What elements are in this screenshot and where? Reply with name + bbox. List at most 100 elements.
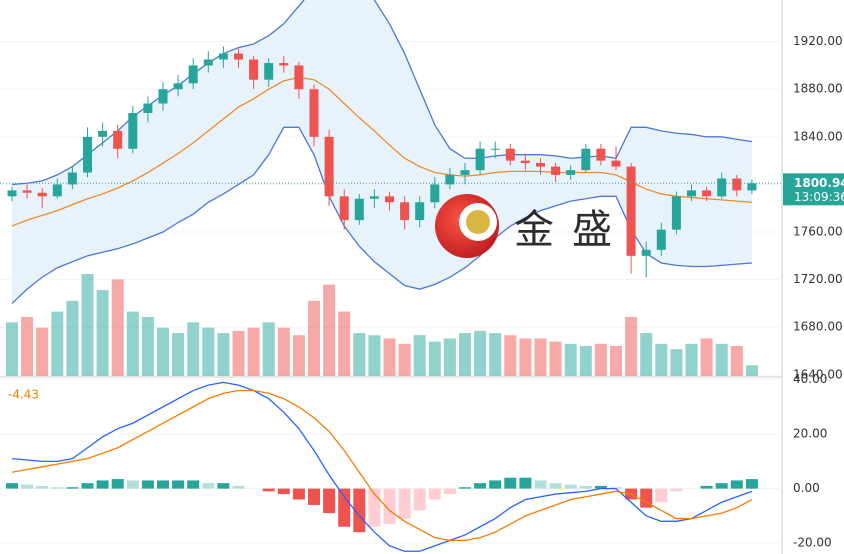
volume-bar [353, 333, 366, 376]
macd-histogram-bar [504, 477, 517, 489]
macd-histogram-bar [715, 483, 728, 489]
volume-bar [217, 333, 230, 376]
candle-body [128, 113, 138, 149]
macd-histogram-bar [353, 488, 366, 533]
volume-bar [519, 338, 532, 376]
volume-bar [715, 343, 728, 376]
macd-histogram-bar [443, 488, 456, 495]
volume-bar [745, 365, 758, 376]
candle-body [490, 148, 500, 150]
volume-bar [685, 343, 698, 376]
candle-body [52, 184, 62, 197]
volume-bar [172, 333, 185, 376]
candle-body [475, 148, 485, 171]
candle-body [37, 192, 47, 197]
candle-body [687, 190, 696, 197]
candle-body [732, 178, 742, 191]
macd-value: -4.43 [8, 388, 39, 402]
y-tick-label: 1880.00 [793, 82, 843, 96]
y-tick-label: 1920.00 [793, 34, 843, 48]
macd-histogram-bar [172, 480, 185, 489]
candle-body [460, 170, 470, 175]
volume-bar [232, 330, 245, 376]
volume-bar [36, 327, 49, 376]
volume-bar [277, 327, 290, 376]
macd-histogram-bar [489, 480, 502, 489]
candle-body [551, 166, 561, 175]
volume-bar [111, 279, 124, 376]
volume-bar [610, 345, 622, 376]
macd-histogram-bar [36, 485, 49, 489]
macd-histogram-bar [277, 488, 290, 495]
last-price: 1800.94 [794, 176, 844, 190]
macd-histogram-bar [579, 485, 592, 489]
macd-histogram-bar [96, 480, 109, 489]
macd-histogram-bar [21, 484, 34, 489]
volume-bar [474, 330, 487, 376]
macd-histogram-bar [51, 487, 64, 489]
candle-body [324, 136, 334, 197]
macd-histogram-bar [157, 480, 169, 489]
candle-body [143, 103, 153, 114]
macd-histogram-bar [323, 488, 336, 514]
candle-body [188, 65, 198, 84]
macd-histogram-bar [413, 488, 426, 511]
candle-body [249, 59, 259, 80]
y-tick-label: -20.00 [793, 536, 832, 550]
volume-bar [247, 327, 260, 376]
candle-body [294, 65, 304, 90]
volume-bar [670, 349, 683, 376]
candle-body [430, 184, 440, 203]
candle-body [264, 63, 274, 80]
candle-body [415, 202, 425, 221]
volume-bar [579, 345, 592, 376]
candle-body [354, 198, 364, 221]
volume-bar [564, 343, 577, 376]
candle-body [702, 190, 712, 197]
macd-histogram-bar [655, 488, 668, 503]
macd-histogram-bar [640, 488, 653, 508]
candle-body [671, 196, 681, 230]
candle-body [83, 136, 92, 173]
volume-bar [549, 341, 562, 376]
volume-bar [157, 327, 169, 376]
candle-body [641, 249, 651, 256]
band-fill [12, 0, 752, 304]
macd-histogram-bar [610, 487, 622, 489]
candle-body [158, 89, 168, 104]
macd-histogram-bar [308, 488, 320, 505]
volume-bar [655, 343, 668, 376]
y-tick-label: 1720.00 [793, 272, 843, 286]
macd-histogram-bar [292, 488, 305, 500]
volume-bar [323, 284, 336, 376]
candle-body [581, 148, 591, 171]
candle-body [339, 196, 349, 221]
candle-body [505, 148, 515, 161]
macd-histogram-bar [398, 488, 411, 519]
macd-histogram-bar [383, 488, 396, 525]
volume-bar [187, 322, 200, 376]
volume-bar [338, 311, 351, 376]
volume-bar [66, 300, 79, 376]
volume-bar [21, 316, 34, 376]
volume-bar [413, 335, 426, 376]
candle-body [717, 178, 727, 197]
volume-bar [96, 290, 109, 376]
candle-body [113, 130, 123, 149]
candle-body [656, 229, 666, 250]
macd-histogram-bar [519, 477, 532, 489]
macd-histogram-bar [81, 483, 94, 489]
candle-body [98, 130, 108, 137]
volume-bar [398, 343, 411, 376]
signal-line [11, 389, 753, 542]
candle-body [309, 89, 319, 137]
macd-histogram-bar [745, 479, 758, 489]
candle-body [596, 148, 606, 161]
candle-body [369, 196, 379, 199]
macd-histogram-bar [141, 480, 154, 489]
macd-histogram-bar [474, 483, 487, 489]
macd-line [11, 381, 753, 552]
last-time: 13:09:36 [794, 190, 844, 204]
candle-body [400, 202, 410, 221]
volume-bar [459, 333, 471, 376]
